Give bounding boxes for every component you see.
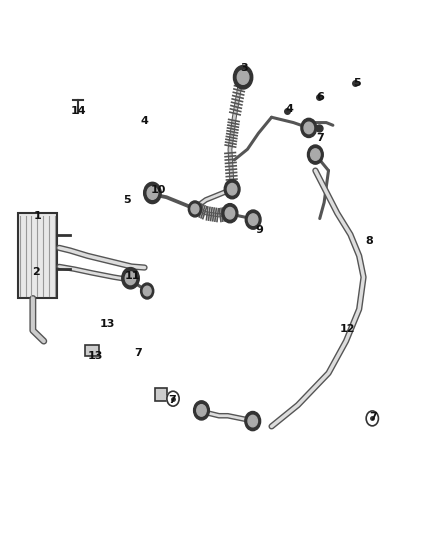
Circle shape <box>222 204 238 223</box>
Text: 2: 2 <box>32 267 40 277</box>
Text: 9: 9 <box>255 225 263 235</box>
FancyBboxPatch shape <box>85 345 99 356</box>
Text: 12: 12 <box>339 324 355 334</box>
Circle shape <box>248 214 258 225</box>
Text: 7: 7 <box>134 349 142 358</box>
Text: 7: 7 <box>370 412 378 422</box>
FancyBboxPatch shape <box>18 213 57 298</box>
Circle shape <box>197 405 206 416</box>
Circle shape <box>245 411 261 431</box>
Circle shape <box>143 286 151 296</box>
Circle shape <box>194 401 209 420</box>
Circle shape <box>237 70 249 84</box>
Circle shape <box>147 187 158 199</box>
Circle shape <box>188 201 201 217</box>
Text: 13: 13 <box>88 351 103 361</box>
Text: 1: 1 <box>33 211 41 221</box>
Circle shape <box>167 391 179 406</box>
Text: 7: 7 <box>168 395 176 405</box>
Circle shape <box>304 122 314 134</box>
Circle shape <box>224 180 240 199</box>
Text: 4: 4 <box>285 104 293 114</box>
Text: 14: 14 <box>71 106 87 116</box>
Text: 4: 4 <box>141 116 148 126</box>
Circle shape <box>122 268 139 289</box>
Circle shape <box>366 411 378 426</box>
Circle shape <box>311 149 320 160</box>
Circle shape <box>248 415 258 427</box>
FancyBboxPatch shape <box>155 388 167 401</box>
Text: 13: 13 <box>99 319 115 328</box>
Circle shape <box>245 210 261 229</box>
Circle shape <box>301 118 317 138</box>
Circle shape <box>233 66 253 89</box>
Circle shape <box>227 183 237 195</box>
Circle shape <box>125 272 136 285</box>
Text: 5: 5 <box>353 78 361 87</box>
Text: 7: 7 <box>317 133 325 142</box>
Text: 8: 8 <box>365 236 373 246</box>
Text: 11: 11 <box>124 271 140 280</box>
Text: 10: 10 <box>151 185 166 195</box>
Circle shape <box>141 283 154 299</box>
Circle shape <box>307 145 323 164</box>
Text: 6: 6 <box>317 92 325 102</box>
Text: 3: 3 <box>240 63 248 72</box>
Text: 5: 5 <box>123 195 131 205</box>
Circle shape <box>225 207 235 219</box>
Circle shape <box>144 182 161 204</box>
Circle shape <box>191 204 199 214</box>
